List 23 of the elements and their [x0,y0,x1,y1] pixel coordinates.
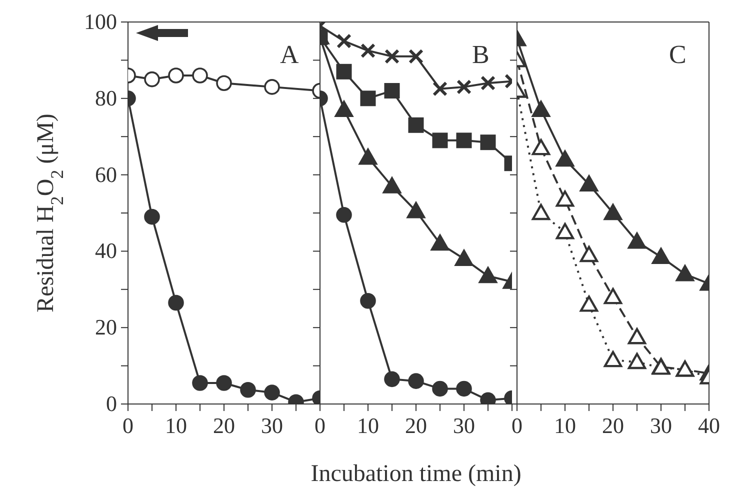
x-tick-label: 0 [122,413,134,438]
y-tick-label: 0 [106,391,117,416]
x-tick-label: 20 [213,413,235,438]
y-tick-label: 100 [84,9,117,34]
y-tick-label: 20 [95,314,117,340]
x-tick-label: 30 [453,413,475,438]
x-tick-label: 40 [698,413,720,438]
x-tick-label: 0 [512,413,522,438]
y-tick-label: 80 [95,85,117,110]
annotation: B [472,40,490,69]
x-tick-label: 10 [554,413,576,438]
y-tick-label: 40 [95,238,117,264]
x-tick-label: 20 [602,413,624,438]
x-tick-label: 20 [405,413,427,438]
x-tick-label: 10 [165,413,187,438]
annotation: A [280,40,299,69]
annotation: C [669,40,686,69]
x-tick-label: 30 [261,413,283,438]
y-tick-label: 60 [95,162,117,187]
x-tick-label: 0 [314,413,326,438]
x-axis-title: Incubation time (min) [310,461,522,487]
x-tick-label: 30 [650,413,672,438]
x-tick-label: 10 [357,413,379,438]
